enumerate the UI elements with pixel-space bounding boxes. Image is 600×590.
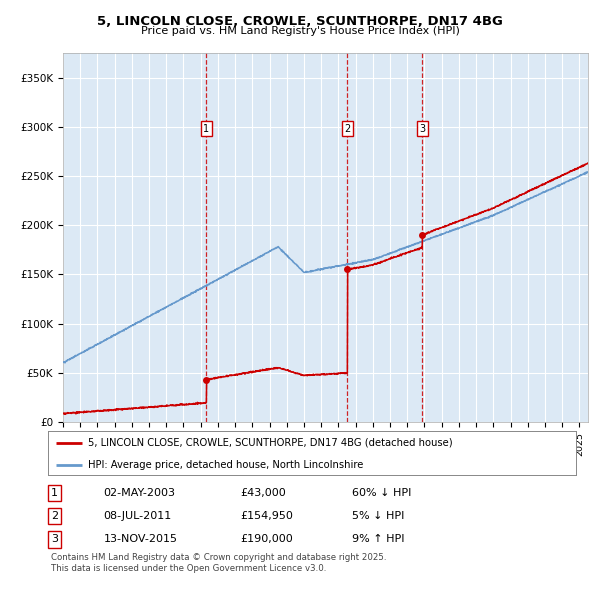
Text: 9% ↑ HPI: 9% ↑ HPI bbox=[352, 535, 404, 545]
Text: 1: 1 bbox=[203, 124, 209, 134]
Text: 08-JUL-2011: 08-JUL-2011 bbox=[103, 511, 172, 521]
Text: 60% ↓ HPI: 60% ↓ HPI bbox=[352, 488, 411, 498]
Text: 02-MAY-2003: 02-MAY-2003 bbox=[103, 488, 175, 498]
Text: 3: 3 bbox=[51, 535, 58, 545]
Text: Price paid vs. HM Land Registry's House Price Index (HPI): Price paid vs. HM Land Registry's House … bbox=[140, 26, 460, 36]
Text: 13-NOV-2015: 13-NOV-2015 bbox=[103, 535, 178, 545]
Text: £190,000: £190,000 bbox=[241, 535, 293, 545]
Point bbox=[343, 265, 352, 274]
Text: 5, LINCOLN CLOSE, CROWLE, SCUNTHORPE, DN17 4BG: 5, LINCOLN CLOSE, CROWLE, SCUNTHORPE, DN… bbox=[97, 15, 503, 28]
Text: 2: 2 bbox=[51, 511, 58, 521]
Point bbox=[202, 375, 211, 384]
Text: 1: 1 bbox=[51, 488, 58, 498]
Text: 5% ↓ HPI: 5% ↓ HPI bbox=[352, 511, 404, 521]
Point bbox=[418, 230, 427, 240]
Text: £154,950: £154,950 bbox=[241, 511, 293, 521]
Text: Contains HM Land Registry data © Crown copyright and database right 2025.
This d: Contains HM Land Registry data © Crown c… bbox=[51, 553, 386, 573]
Text: HPI: Average price, detached house, North Lincolnshire: HPI: Average price, detached house, Nort… bbox=[88, 460, 363, 470]
Text: 2: 2 bbox=[344, 124, 350, 134]
Text: 3: 3 bbox=[419, 124, 425, 134]
Text: 5, LINCOLN CLOSE, CROWLE, SCUNTHORPE, DN17 4BG (detached house): 5, LINCOLN CLOSE, CROWLE, SCUNTHORPE, DN… bbox=[88, 438, 452, 448]
Text: £43,000: £43,000 bbox=[241, 488, 286, 498]
